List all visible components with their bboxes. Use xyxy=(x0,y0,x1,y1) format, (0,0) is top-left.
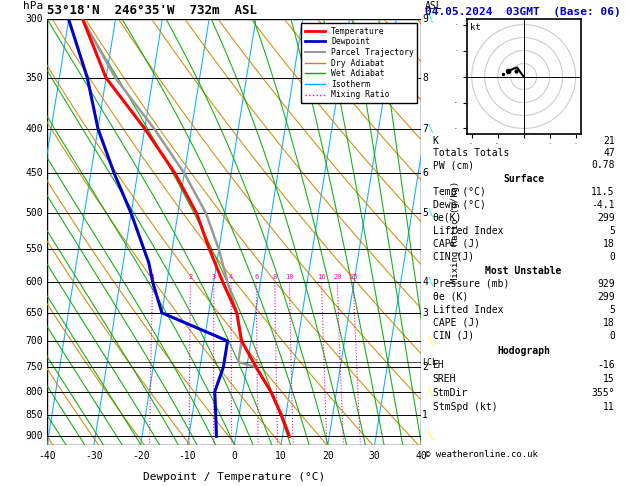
Text: 1: 1 xyxy=(150,275,155,280)
Text: CIN (J): CIN (J) xyxy=(433,330,474,341)
Text: 0: 0 xyxy=(231,451,237,461)
Text: 40: 40 xyxy=(416,451,427,461)
Text: 15: 15 xyxy=(603,374,615,384)
Text: Hodograph: Hodograph xyxy=(497,346,550,356)
Text: 0.78: 0.78 xyxy=(591,160,615,171)
Text: Surface: Surface xyxy=(503,174,544,185)
Text: 3: 3 xyxy=(212,275,216,280)
Text: 0: 0 xyxy=(609,330,615,341)
Text: 20: 20 xyxy=(333,275,342,280)
Text: \: \ xyxy=(428,278,434,288)
Text: \: \ xyxy=(428,336,434,346)
Text: Temp (°C): Temp (°C) xyxy=(433,187,486,197)
Text: 350: 350 xyxy=(26,73,43,83)
Legend: Temperature, Dewpoint, Parcel Trajectory, Dry Adiabat, Wet Adiabat, Isotherm, Mi: Temperature, Dewpoint, Parcel Trajectory… xyxy=(301,23,418,103)
Text: 4: 4 xyxy=(229,275,233,280)
Text: 400: 400 xyxy=(26,123,43,134)
Text: SREH: SREH xyxy=(433,374,456,384)
Text: \: \ xyxy=(428,123,434,134)
Text: 929: 929 xyxy=(597,279,615,289)
Text: 750: 750 xyxy=(26,362,43,372)
Text: km
ASL: km ASL xyxy=(425,0,443,11)
Text: 8: 8 xyxy=(272,275,277,280)
Text: 20: 20 xyxy=(322,451,334,461)
Text: 500: 500 xyxy=(26,208,43,218)
Text: Totals Totals: Totals Totals xyxy=(433,148,509,158)
Text: 10: 10 xyxy=(276,451,287,461)
Text: 300: 300 xyxy=(26,15,43,24)
Text: 6: 6 xyxy=(422,168,428,178)
Text: \: \ xyxy=(428,15,434,24)
Text: Lifted Index: Lifted Index xyxy=(433,305,503,315)
Text: Dewp (°C): Dewp (°C) xyxy=(433,200,486,210)
Text: © weatheronline.co.uk: © weatheronline.co.uk xyxy=(425,450,537,459)
Text: \: \ xyxy=(428,208,434,218)
Text: 11: 11 xyxy=(603,402,615,412)
Text: LCL: LCL xyxy=(422,358,437,366)
Text: Most Unstable: Most Unstable xyxy=(486,266,562,276)
Text: 900: 900 xyxy=(26,432,43,441)
Text: kt: kt xyxy=(470,23,481,32)
Text: 11.5: 11.5 xyxy=(591,187,615,197)
Text: 550: 550 xyxy=(26,244,43,255)
Text: 53°18'N  246°35'W  732m  ASL: 53°18'N 246°35'W 732m ASL xyxy=(47,4,257,17)
Text: Dewpoint / Temperature (°C): Dewpoint / Temperature (°C) xyxy=(143,472,325,482)
Text: 16: 16 xyxy=(317,275,326,280)
Text: 0: 0 xyxy=(609,251,615,261)
Text: 700: 700 xyxy=(26,336,43,346)
Text: 30: 30 xyxy=(369,451,381,461)
Text: θe (K): θe (K) xyxy=(433,292,468,302)
Text: 2: 2 xyxy=(422,362,428,372)
Text: K: K xyxy=(433,136,438,146)
Text: \: \ xyxy=(428,387,434,397)
Text: 355°: 355° xyxy=(591,388,615,398)
Text: 7: 7 xyxy=(422,123,428,134)
Text: Lifted Index: Lifted Index xyxy=(433,226,503,236)
Text: 600: 600 xyxy=(26,278,43,288)
Text: 9: 9 xyxy=(422,15,428,24)
Text: 47: 47 xyxy=(603,148,615,158)
Text: 2: 2 xyxy=(188,275,192,280)
Text: -16: -16 xyxy=(597,360,615,370)
Text: -40: -40 xyxy=(38,451,56,461)
Text: 5: 5 xyxy=(422,208,428,218)
Text: 04.05.2024  03GMT  (Base: 06): 04.05.2024 03GMT (Base: 06) xyxy=(425,7,620,17)
Text: 10: 10 xyxy=(285,275,294,280)
Text: 8: 8 xyxy=(422,73,428,83)
Text: 299: 299 xyxy=(597,213,615,223)
Text: \: \ xyxy=(428,432,434,441)
Text: -10: -10 xyxy=(179,451,196,461)
Text: 1: 1 xyxy=(422,410,428,419)
Text: 850: 850 xyxy=(26,410,43,419)
Text: 21: 21 xyxy=(603,136,615,146)
Text: -30: -30 xyxy=(85,451,103,461)
Text: -4.1: -4.1 xyxy=(591,200,615,210)
Bar xyxy=(47,19,421,445)
Text: CAPE (J): CAPE (J) xyxy=(433,318,479,328)
Text: 450: 450 xyxy=(26,168,43,178)
Text: 5: 5 xyxy=(609,305,615,315)
Text: 4: 4 xyxy=(422,278,428,288)
Text: Pressure (mb): Pressure (mb) xyxy=(433,279,509,289)
Text: StmDir: StmDir xyxy=(433,388,468,398)
Text: 6: 6 xyxy=(254,275,259,280)
Text: CIN (J): CIN (J) xyxy=(433,251,474,261)
Text: 18: 18 xyxy=(603,239,615,249)
Text: 650: 650 xyxy=(26,308,43,318)
Text: 18: 18 xyxy=(603,318,615,328)
Text: 800: 800 xyxy=(26,387,43,397)
Text: PW (cm): PW (cm) xyxy=(433,160,474,171)
Text: CAPE (J): CAPE (J) xyxy=(433,239,479,249)
Text: 299: 299 xyxy=(597,292,615,302)
Text: 5: 5 xyxy=(609,226,615,236)
Text: 25: 25 xyxy=(349,275,357,280)
Text: StmSpd (kt): StmSpd (kt) xyxy=(433,402,497,412)
Text: -20: -20 xyxy=(132,451,150,461)
Text: 3: 3 xyxy=(422,308,428,318)
Text: θe(K): θe(K) xyxy=(433,213,462,223)
Text: EH: EH xyxy=(433,360,444,370)
Text: Mixing Ratio (g/kg): Mixing Ratio (g/kg) xyxy=(452,181,460,283)
Text: hPa: hPa xyxy=(23,1,43,11)
